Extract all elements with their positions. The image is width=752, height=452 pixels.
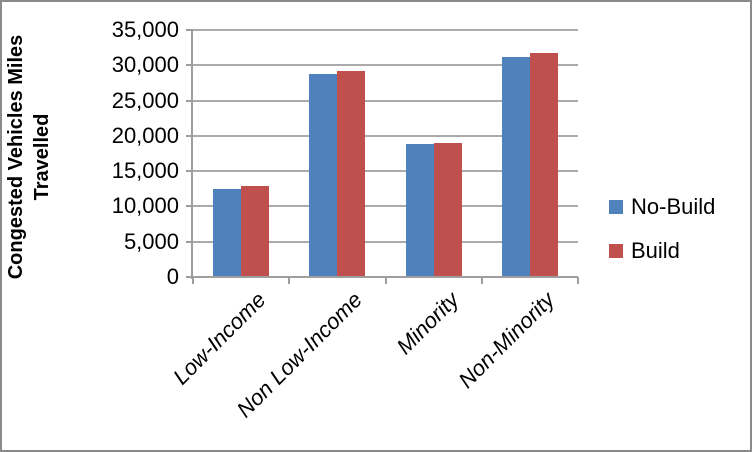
- y-axis-tick: [186, 205, 193, 208]
- bar-no-build-non-low-income: [309, 73, 338, 277]
- gridline: [193, 134, 578, 137]
- x-axis-tick: [384, 277, 387, 284]
- legend-swatch-build: [609, 243, 623, 258]
- y-axis-line: [191, 29, 193, 279]
- gridline: [193, 64, 578, 67]
- legend-item-build: Build: [609, 238, 715, 263]
- x-category-label-low-income: Low-Income: [168, 287, 271, 390]
- legend-label-no-build: No-Build: [631, 194, 716, 219]
- y-axis-tick: [186, 276, 193, 278]
- bar-build-non-low-income: [337, 70, 366, 277]
- x-axis-tick: [192, 277, 194, 284]
- y-axis-tick: [186, 170, 193, 173]
- x-category-label-non-minority: Non-Minority: [453, 287, 560, 393]
- y-axis-tick: [186, 64, 193, 67]
- y-tick-label: 25,000: [111, 87, 179, 113]
- gridline: [193, 99, 578, 102]
- legend-swatch-no-build: [609, 199, 623, 214]
- y-tick-label: 15,000: [111, 158, 179, 184]
- gridline: [193, 29, 578, 31]
- x-axis-tick: [288, 277, 291, 284]
- gridline: [193, 240, 578, 243]
- y-axis-tick: [186, 29, 193, 31]
- bar-no-build-low-income: [213, 189, 242, 277]
- y-tick-label: 35,000: [111, 17, 179, 42]
- x-category-label-minority: Minority: [391, 287, 464, 360]
- y-axis-tick: [186, 134, 193, 137]
- gridline: [193, 205, 578, 208]
- y-axis-tick: [186, 240, 193, 243]
- y-tick-label: 20,000: [111, 122, 179, 148]
- x-axis-tick: [577, 277, 579, 284]
- y-tick-label: 30,000: [111, 52, 179, 78]
- y-axis-tick: [186, 99, 193, 102]
- x-axis-tick: [480, 277, 483, 284]
- y-tick-label: 10,000: [111, 193, 179, 219]
- gridline: [193, 170, 578, 173]
- bar-build-non-minority: [529, 53, 558, 277]
- y-tick-label: 5,000: [123, 228, 179, 254]
- bar-no-build-minority: [405, 144, 434, 277]
- legend: No-Build Build: [609, 194, 715, 263]
- bar-build-minority: [433, 142, 462, 277]
- legend-label-build: Build: [631, 238, 680, 263]
- bar-build-low-income: [241, 185, 270, 277]
- legend-item-no-build: No-Build: [609, 194, 715, 219]
- bar-no-build-non-minority: [501, 56, 530, 277]
- y-tick-label: 0: [166, 264, 179, 289]
